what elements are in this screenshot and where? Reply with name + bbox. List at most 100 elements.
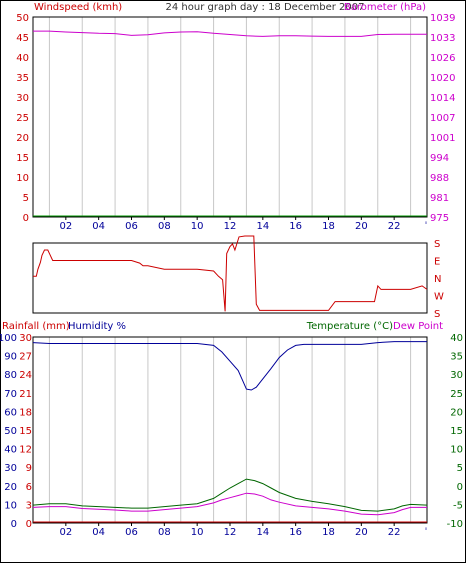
dew-point-line <box>32 492 427 516</box>
rainfall-tick-label: 3 <box>26 500 32 511</box>
wind-barometer-panel: 5045403530252015105010391033102610201014… <box>16 13 455 232</box>
rainfall-axis-title: Rainfall (mm) <box>2 321 70 332</box>
windspeed-tick-label: 35 <box>16 73 29 84</box>
x-tick-label: 20 <box>355 221 368 232</box>
temperature-line <box>32 478 428 512</box>
humidity-tick-label: 70 <box>4 389 17 400</box>
temperature-tick-label: 20 <box>450 407 463 418</box>
humidity-temperature-panel: 1009080706050403020100302724211815129630… <box>0 333 463 538</box>
wind-direction-frame <box>32 242 428 314</box>
windspeed-tick-label: 0 <box>23 213 29 224</box>
x-tick-label: 22 <box>388 221 401 232</box>
barometer-tick-label: 1007 <box>430 113 455 124</box>
direction-tick-label: S <box>434 309 440 320</box>
x-tick-label: 16 <box>289 221 302 232</box>
x-tick-label: 14 <box>256 221 269 232</box>
windspeed-tick-label: 50 <box>16 13 29 24</box>
windspeed-tick-label: 45 <box>16 33 29 44</box>
temperature-tick-label: -5 <box>453 500 463 511</box>
windspeed-tick-label: 10 <box>16 173 29 184</box>
humidity-tick-label: 20 <box>4 482 17 493</box>
humidity-tick-label: 60 <box>4 407 17 418</box>
x-tick-label: ˈ <box>425 221 428 232</box>
direction-tick-label: N <box>434 274 441 285</box>
rainfall-tick-label: 9 <box>26 463 32 474</box>
barometer-tick-label: 1001 <box>430 133 455 144</box>
temperature-tick-label: 15 <box>450 426 463 437</box>
barometer-tick-label: 1039 <box>430 13 455 24</box>
rainfall-tick-label: 12 <box>19 445 32 456</box>
x-tick-label: 12 <box>224 527 237 538</box>
x-tick-label: 02 <box>59 221 72 232</box>
wind-direction-line <box>33 235 428 312</box>
barometer-tick-label: 988 <box>430 173 449 184</box>
barometer-line <box>33 30 427 37</box>
barometer-tick-label: 1020 <box>430 73 455 84</box>
direction-tick-label: S <box>434 239 440 250</box>
x-tick-label: 08 <box>158 527 171 538</box>
humidity-tick-label: 90 <box>4 352 17 363</box>
windspeed-tick-label: 25 <box>16 113 29 124</box>
windspeed-tick-label: 15 <box>16 153 29 164</box>
temperature-tick-label: 25 <box>450 389 463 400</box>
x-tick-label: 16 <box>289 527 302 538</box>
temperature-tick-label: 10 <box>450 445 463 456</box>
barometer-tick-label: 994 <box>430 153 449 164</box>
windspeed-tick-label: 20 <box>16 133 29 144</box>
windspeed-tick-label: 40 <box>16 53 29 64</box>
x-tick-label: 10 <box>191 527 204 538</box>
rainfall-tick-label: 21 <box>19 389 32 400</box>
rainfall-tick-label: 18 <box>19 407 32 418</box>
humidity-tick-label: 50 <box>4 426 17 437</box>
temperature-tick-label: 30 <box>450 370 463 381</box>
rainfall-tick-label: 6 <box>26 482 32 493</box>
dew-point-axis-title: Dew Point <box>393 321 443 332</box>
humidity-line <box>32 341 427 391</box>
barometer-tick-label: 1026 <box>430 53 455 64</box>
temperature-tick-label: 35 <box>450 352 463 363</box>
rainfall-tick-label: 0 <box>26 519 32 530</box>
rainfall-tick-label: 15 <box>19 426 32 437</box>
x-tick-label: 18 <box>322 221 335 232</box>
humidity-axis-title: Humidity % <box>68 321 126 332</box>
direction-tick-label: E <box>434 257 440 268</box>
humidity-tick-label: 30 <box>4 463 17 474</box>
windspeed-axis-title: Windspeed (kmh) <box>34 2 122 13</box>
humidity-tick-label: 10 <box>4 500 17 511</box>
humidity-tick-label: 0 <box>11 519 17 530</box>
humidity-tick-label: 100 <box>0 333 17 344</box>
windspeed-tick-label: 5 <box>23 193 29 204</box>
x-tick-label: 06 <box>125 527 138 538</box>
barometer-tick-label: 981 <box>430 193 449 204</box>
x-tick-label: 04 <box>92 221 105 232</box>
barometer-tick-label: 1014 <box>430 93 455 104</box>
temperature-tick-label: 0 <box>457 482 463 493</box>
humidity-tick-label: 80 <box>4 370 17 381</box>
temperature-axis-title: Temperature (°C) <box>306 321 393 332</box>
humidity-tick-label: 40 <box>4 445 17 456</box>
barometer-tick-label: 1033 <box>430 33 455 44</box>
windspeed-tick-label: 30 <box>16 93 29 104</box>
x-tick-label: 12 <box>224 221 237 232</box>
x-tick-label: 18 <box>322 527 335 538</box>
x-tick-label: ˈ <box>425 527 428 538</box>
x-tick-label: 22 <box>388 527 401 538</box>
temperature-tick-label: 40 <box>450 333 463 344</box>
x-tick-label: 02 <box>59 527 72 538</box>
x-tick-label: 20 <box>355 527 368 538</box>
x-tick-label: 06 <box>125 221 138 232</box>
barometer-axis-title: Barometer (hPa) <box>344 2 426 13</box>
x-tick-label: 04 <box>92 527 105 538</box>
temperature-tick-label: 5 <box>457 463 463 474</box>
x-tick-label: 10 <box>191 221 204 232</box>
rainfall-tick-label: 24 <box>19 370 32 381</box>
x-tick-label: 08 <box>158 221 171 232</box>
temperature-tick-label: -10 <box>447 519 463 530</box>
graph-title: 24 hour graph day : 18 December 2007 <box>166 2 365 13</box>
x-tick-label: 14 <box>256 527 269 538</box>
barometer-tick-label: 975 <box>430 213 449 224</box>
rainfall-tick-label: 27 <box>19 352 32 363</box>
